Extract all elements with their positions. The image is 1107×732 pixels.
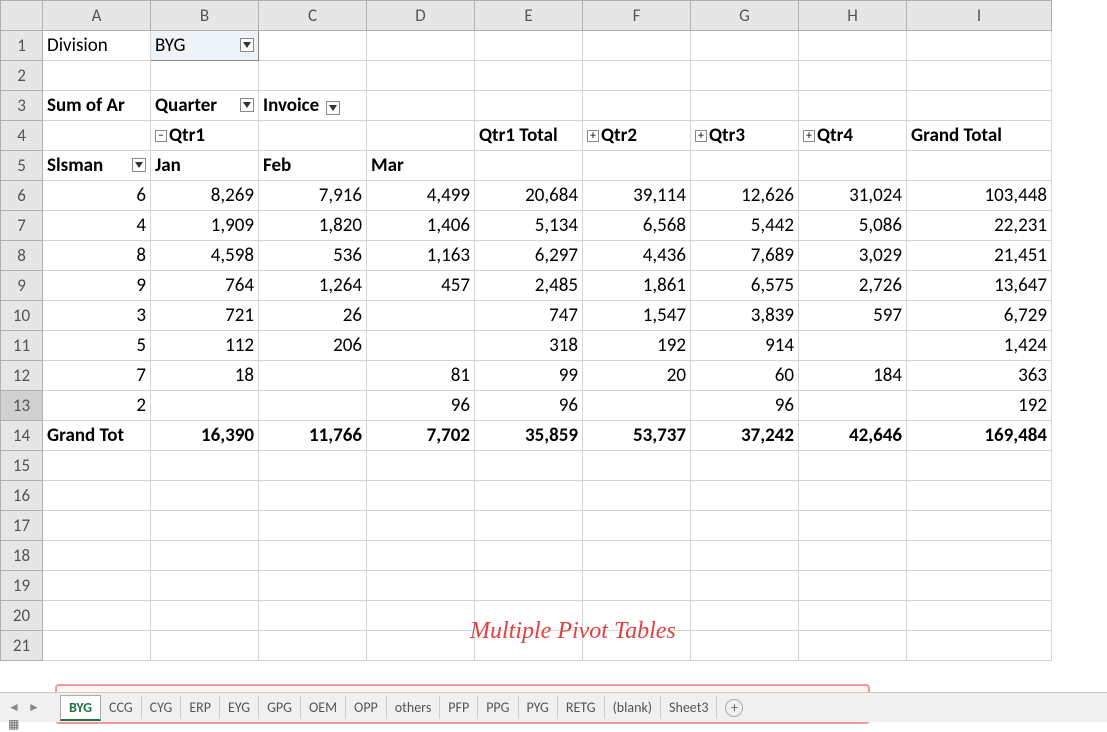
- row-header-11[interactable]: 11: [1, 331, 43, 361]
- row-header-12[interactable]: 12: [1, 361, 43, 391]
- expand-icon[interactable]: +: [587, 130, 599, 142]
- row-header-19[interactable]: 19: [1, 571, 43, 601]
- sheet-tab-gpg[interactable]: GPG: [259, 696, 301, 719]
- row-header-3[interactable]: 3: [1, 91, 43, 121]
- filter-dropdown-icon[interactable]: [240, 38, 254, 52]
- quarter-header[interactable]: Quarter: [151, 91, 259, 121]
- slsman-header[interactable]: Slsman: [43, 151, 151, 181]
- spreadsheet-grid[interactable]: A B C D E F G H I 1 Division BYG 2 3 Sum…: [0, 0, 1052, 661]
- grand-total-row-label[interactable]: Grand Tot: [43, 421, 151, 451]
- col-header-f[interactable]: F: [583, 1, 691, 31]
- qtr1-total-header[interactable]: Qtr1 Total: [475, 121, 583, 151]
- invoice-header[interactable]: Invoice: [259, 91, 367, 121]
- cell-a1[interactable]: Division: [43, 31, 151, 61]
- col-header-b[interactable]: B: [151, 1, 259, 31]
- row-header-13[interactable]: 13: [1, 391, 43, 421]
- row-header-5[interactable]: 5: [1, 151, 43, 181]
- row-header-14[interactable]: 14: [1, 421, 43, 451]
- table-row[interactable]: 13 2969696192: [1, 391, 1052, 421]
- table-row[interactable]: 8 84,5985361,1636,2974,4367,6893,02921,4…: [1, 241, 1052, 271]
- qtr4-header[interactable]: +Qtr4: [799, 121, 907, 151]
- grand-total-row[interactable]: 14 Grand Tot 16,390 11,766 7,702 35,859 …: [1, 421, 1052, 451]
- tab-nav-arrows[interactable]: ◄ ►: [8, 700, 40, 715]
- row-header-10[interactable]: 10: [1, 301, 43, 331]
- sum-of-label[interactable]: Sum of Ar: [43, 91, 151, 121]
- select-all-corner[interactable]: [1, 1, 43, 31]
- sheet-tab-ccg[interactable]: CCG: [101, 696, 142, 719]
- qtr3-header[interactable]: +Qtr3: [691, 121, 799, 151]
- qtr2-header[interactable]: +Qtr2: [583, 121, 691, 151]
- row-header-6[interactable]: 6: [1, 181, 43, 211]
- table-row[interactable]: 11 51122063181929141,424: [1, 331, 1052, 361]
- jan-header[interactable]: Jan: [151, 151, 259, 181]
- col-header-h[interactable]: H: [799, 1, 907, 31]
- sheet-tab-pyg[interactable]: PYG: [519, 696, 558, 719]
- add-sheet-button[interactable]: +: [725, 699, 743, 717]
- row-header-9[interactable]: 9: [1, 271, 43, 301]
- sheet-tab-byg[interactable]: BYG: [60, 695, 101, 721]
- table-row[interactable]: 6 6 8,269 7,916 4,499 20,684 39,114 12,6…: [1, 181, 1052, 211]
- sheet-tab-opp[interactable]: OPP: [346, 696, 387, 719]
- row-header-1[interactable]: 1: [1, 31, 43, 61]
- sheet-tab-cyg[interactable]: CYG: [142, 696, 182, 719]
- row-header-18[interactable]: 18: [1, 541, 43, 571]
- sheet-tab-eyg[interactable]: EYG: [220, 696, 259, 719]
- row-header-17[interactable]: 17: [1, 511, 43, 541]
- col-header-c[interactable]: C: [259, 1, 367, 31]
- row-header-20[interactable]: 20: [1, 601, 43, 631]
- table-row[interactable]: 7 41,9091,8201,4065,1346,5685,4425,08622…: [1, 211, 1052, 241]
- row-header-8[interactable]: 8: [1, 241, 43, 271]
- sheet-tab-oem[interactable]: OEM: [301, 696, 346, 719]
- table-row[interactable]: 12 71881992060184363: [1, 361, 1052, 391]
- feb-header[interactable]: Feb: [259, 151, 367, 181]
- collapse-icon[interactable]: −: [155, 130, 167, 142]
- col-header-a[interactable]: A: [43, 1, 151, 31]
- slsman-sort-icon[interactable]: [132, 158, 146, 172]
- col-header-e[interactable]: E: [475, 1, 583, 31]
- grand-total-col-header[interactable]: Grand Total: [907, 121, 1052, 151]
- table-row[interactable]: 10 3721267471,5473,8395976,729: [1, 301, 1052, 331]
- sheet-tab-others[interactable]: others: [387, 696, 441, 719]
- sheet-tab-retg[interactable]: RETG: [558, 696, 605, 719]
- row-header-7[interactable]: 7: [1, 211, 43, 241]
- annotation-text: Multiple Pivot Tables: [470, 618, 676, 645]
- row-header-21[interactable]: 21: [1, 631, 43, 661]
- sheet-tab-erp[interactable]: ERP: [181, 696, 220, 719]
- table-row[interactable]: 9 97641,2644572,4851,8616,5752,72613,647: [1, 271, 1052, 301]
- sheet-tab-blank[interactable]: (blank): [605, 696, 661, 719]
- mar-header[interactable]: Mar: [367, 151, 475, 181]
- row-header-4[interactable]: 4: [1, 121, 43, 151]
- invoice-dropdown-icon[interactable]: [326, 101, 340, 115]
- expand-icon[interactable]: +: [803, 130, 815, 142]
- col-header-d[interactable]: D: [367, 1, 475, 31]
- col-header-i[interactable]: I: [907, 1, 1052, 31]
- qtr1-header[interactable]: −Qtr1: [151, 121, 259, 151]
- sheet-tab-pfp[interactable]: PFP: [440, 696, 478, 719]
- sheet-tab-sheet3[interactable]: Sheet3: [661, 696, 717, 719]
- sheet-tab-ppg[interactable]: PPG: [478, 696, 518, 719]
- col-header-g[interactable]: G: [691, 1, 799, 31]
- row-header-15[interactable]: 15: [1, 451, 43, 481]
- quarter-dropdown-icon[interactable]: [240, 98, 254, 112]
- expand-icon[interactable]: +: [695, 130, 707, 142]
- sheet-tab-strip[interactable]: ◄ ► BYG CCG CYG ERP EYG GPG OEM OPP othe…: [0, 692, 1107, 722]
- cell-b1-filter[interactable]: BYG: [151, 31, 259, 61]
- row-header-2[interactable]: 2: [1, 61, 43, 91]
- filter-value: BYG: [155, 34, 185, 57]
- row-header-16[interactable]: 16: [1, 481, 43, 511]
